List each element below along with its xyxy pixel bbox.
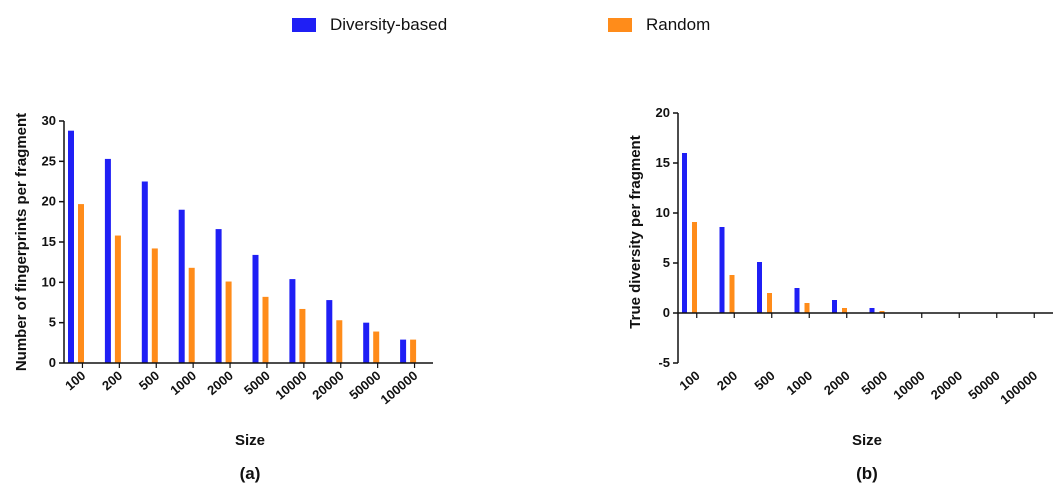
bar-b-random-5000 bbox=[879, 311, 885, 313]
x-tick-label-b-100: 100 bbox=[676, 368, 702, 393]
x-tick-label-a-100: 100 bbox=[62, 368, 88, 393]
legend-label-diversity: Diversity-based bbox=[330, 15, 448, 34]
y-tick-label-b-15: 15 bbox=[656, 155, 670, 170]
bar-b-diversity-5000 bbox=[869, 308, 875, 313]
bar-b-diversity-1000 bbox=[794, 288, 800, 313]
x-tick-label-b-50000: 50000 bbox=[965, 368, 1002, 403]
bar-a-random-100 bbox=[78, 204, 84, 363]
x-tick-label-a-20000: 20000 bbox=[309, 368, 346, 403]
x-tick-label-a-500: 500 bbox=[136, 368, 162, 393]
legend-swatch-diversity bbox=[292, 18, 316, 32]
y-axis-title-a: Number of fingerprints per fragment bbox=[13, 113, 30, 371]
y-tick-label-a-30: 30 bbox=[42, 113, 56, 128]
bar-a-diversity-20000 bbox=[326, 300, 333, 363]
x-tick-label-b-5000: 5000 bbox=[858, 368, 890, 398]
bar-a-random-5000 bbox=[262, 296, 269, 363]
x-tick-label-b-10000: 10000 bbox=[890, 368, 927, 403]
bar-a-diversity-100000 bbox=[400, 339, 407, 363]
bar-a-diversity-200 bbox=[104, 158, 111, 363]
y-tick-label-b-10: 10 bbox=[656, 205, 670, 220]
bar-b-random-100 bbox=[692, 222, 697, 313]
y-tick-label-a-5: 5 bbox=[49, 315, 56, 330]
y-axis-title-b: True diversity per fragment bbox=[627, 135, 644, 328]
x-tick-label-b-200: 200 bbox=[714, 368, 740, 393]
bar-a-random-50000 bbox=[373, 331, 380, 363]
bar-a-random-10000 bbox=[299, 308, 306, 363]
bar-b-random-2000 bbox=[842, 308, 847, 313]
y-tick-label-b-0: 0 bbox=[663, 305, 670, 320]
x-tick-label-a-200: 200 bbox=[99, 368, 125, 393]
y-tick-label-a-0: 0 bbox=[49, 355, 56, 370]
x-tick-label-a-100000: 100000 bbox=[378, 368, 421, 407]
x-tick-label-a-1000: 1000 bbox=[167, 368, 199, 398]
x-tick-label-b-1000: 1000 bbox=[783, 368, 815, 398]
bar-a-random-500 bbox=[151, 248, 158, 363]
bar-b-diversity-200 bbox=[719, 227, 725, 313]
bar-b-random-500 bbox=[767, 293, 772, 313]
y-tick-label-a-15: 15 bbox=[42, 234, 56, 249]
x-tick-label-a-5000: 5000 bbox=[241, 368, 273, 398]
y-tick-label-a-20: 20 bbox=[42, 194, 56, 209]
legend-item-random[interactable]: Random bbox=[608, 14, 710, 36]
x-tick-label-a-10000: 10000 bbox=[272, 368, 309, 403]
legend: Diversity-based Random bbox=[0, 0, 1053, 50]
bar-a-diversity-50000 bbox=[363, 322, 370, 363]
bar-a-random-2000 bbox=[225, 281, 232, 363]
panel-label-b: (b) bbox=[856, 464, 878, 483]
x-tick-label-b-500: 500 bbox=[751, 368, 777, 393]
x-axis-title-a: Size bbox=[235, 432, 265, 449]
x-axis-title-b: Size bbox=[852, 432, 882, 449]
x-tick-label-b-20000: 20000 bbox=[928, 368, 965, 403]
y-tick-label-b-5: 5 bbox=[663, 255, 670, 270]
x-tick-label-a-2000: 2000 bbox=[204, 368, 236, 398]
bar-b-random-200 bbox=[729, 275, 735, 313]
bar-a-diversity-5000 bbox=[252, 254, 259, 363]
legend-swatch-random bbox=[608, 18, 632, 32]
bar-a-diversity-100 bbox=[68, 130, 74, 363]
bar-a-diversity-10000 bbox=[289, 279, 296, 363]
bar-a-diversity-500 bbox=[141, 181, 148, 363]
y-tick-label-b--5: -5 bbox=[658, 355, 670, 370]
bar-a-random-200 bbox=[114, 235, 121, 363]
bar-b-diversity-2000 bbox=[832, 300, 837, 313]
bar-a-random-100000 bbox=[410, 339, 417, 363]
bar-a-diversity-1000 bbox=[178, 209, 185, 363]
legend-label-random: Random bbox=[646, 15, 711, 34]
panel-label-a: (a) bbox=[240, 464, 261, 483]
bar-b-diversity-100 bbox=[682, 153, 687, 313]
y-tick-label-b-20: 20 bbox=[656, 105, 670, 120]
x-tick-label-b-2000: 2000 bbox=[821, 368, 853, 398]
x-tick-label-b-100000: 100000 bbox=[997, 368, 1040, 407]
y-tick-label-a-25: 25 bbox=[42, 153, 56, 168]
bar-a-random-20000 bbox=[336, 320, 343, 363]
bar-b-random-1000 bbox=[804, 303, 810, 313]
y-tick-label-a-10: 10 bbox=[42, 274, 56, 289]
bar-a-random-1000 bbox=[188, 267, 195, 363]
legend-item-diversity[interactable]: Diversity-based bbox=[292, 14, 447, 36]
bar-b-diversity-500 bbox=[757, 262, 762, 313]
bar-a-diversity-2000 bbox=[215, 229, 222, 363]
